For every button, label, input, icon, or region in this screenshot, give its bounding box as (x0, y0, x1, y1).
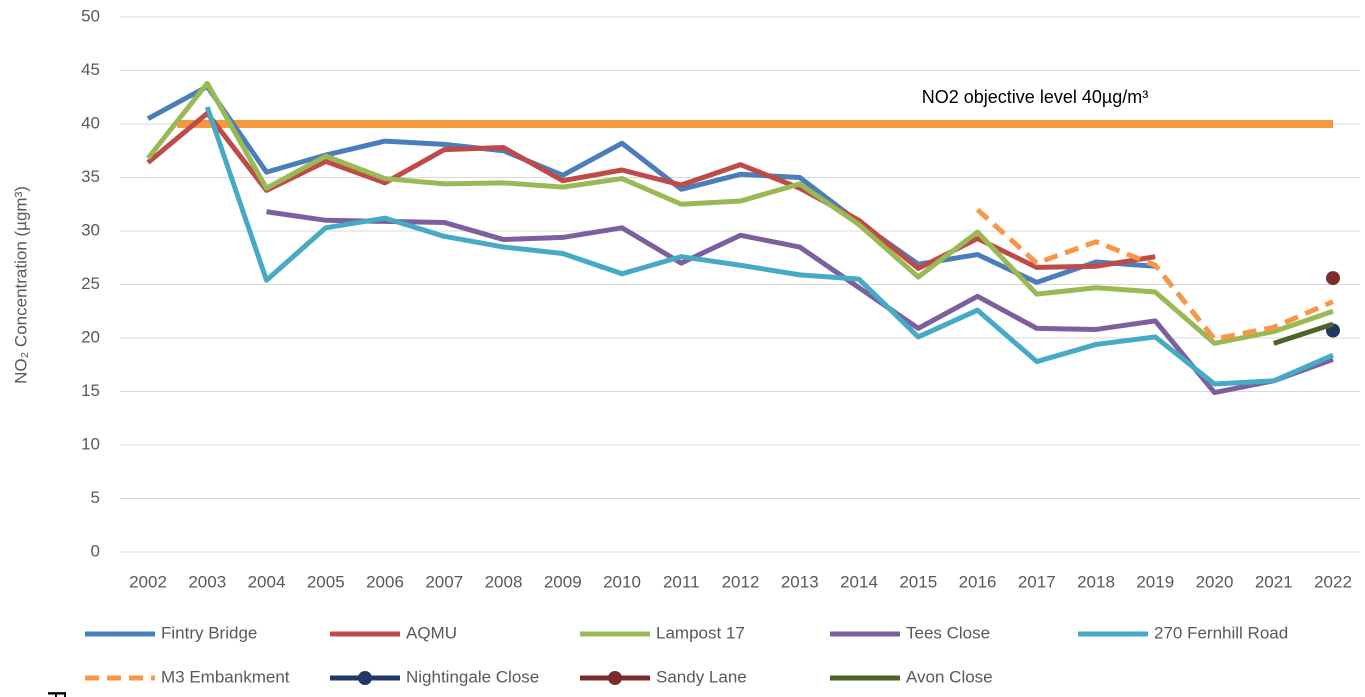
series-line (1272, 321, 1334, 346)
y-tick-label: 50 (81, 6, 100, 25)
x-tick-label: 2020 (1196, 572, 1234, 591)
x-tick-label: 2021 (1255, 572, 1293, 591)
y-tick-label: 25 (81, 274, 100, 293)
x-tick-label: 2002 (129, 572, 167, 591)
legend-label: AQMU (406, 623, 457, 642)
x-tick-label: 2019 (1136, 572, 1174, 591)
x-tick-label: 2007 (425, 572, 463, 591)
legend-label: Avon Close (906, 667, 993, 686)
y-tick-label: 30 (81, 220, 100, 239)
x-tick-label: 2004 (248, 572, 286, 591)
legend-label: Sandy Lane (656, 667, 747, 686)
footer-fragment: P (42, 690, 72, 697)
annotation: NO2 objective level 40µg/m³ (922, 87, 1148, 107)
series-line (204, 106, 1334, 387)
series-line (975, 207, 1334, 342)
x-tick-label: 2014 (840, 572, 878, 591)
x-tick-label: 2006 (366, 572, 404, 591)
x-tick-label: 2015 (899, 572, 937, 591)
legend-marker (608, 671, 622, 685)
legend-marker (358, 671, 372, 685)
x-tick-label: 2008 (485, 572, 523, 591)
x-tick-label: 2022 (1314, 572, 1352, 591)
y-tick-label: 20 (81, 327, 100, 346)
x-tick-label: 2013 (781, 572, 819, 591)
y-tick-label: 0 (91, 541, 100, 560)
series-line (146, 84, 1156, 285)
y-axis-label: NO₂ Concentration (µgm³) (11, 186, 30, 384)
x-tick-label: 2016 (959, 572, 997, 591)
y-tick-label: 35 (81, 167, 100, 186)
point-marker (1326, 271, 1340, 286)
y-tick-label: 10 (81, 434, 100, 453)
series-line (266, 209, 1334, 396)
y-tick-label: 40 (81, 113, 100, 132)
x-tick-label: 2018 (1077, 572, 1115, 591)
legend-label: Nightingale Close (406, 667, 539, 686)
x-tick-label: 2003 (188, 572, 226, 591)
x-tick-label: 2009 (544, 572, 582, 591)
y-tick-label: 5 (91, 488, 100, 507)
x-tick-label: 2012 (722, 572, 760, 591)
series-line (146, 80, 1334, 346)
y-tick-label: 15 (81, 381, 100, 400)
legend-label: Tees Close (906, 623, 990, 642)
x-tick-label: 2010 (603, 572, 641, 591)
y-tick-label: 45 (81, 60, 100, 79)
x-tick-label: 2017 (1018, 572, 1056, 591)
legend-label: Fintry Bridge (161, 623, 257, 642)
x-tick-label: 2005 (307, 572, 345, 591)
legend-label: 270 Fernhill Road (1154, 623, 1288, 642)
legend-label: M3 Embankment (161, 667, 290, 686)
legend-label: Lampost 17 (656, 623, 745, 642)
x-tick-label: 2011 (663, 572, 700, 591)
